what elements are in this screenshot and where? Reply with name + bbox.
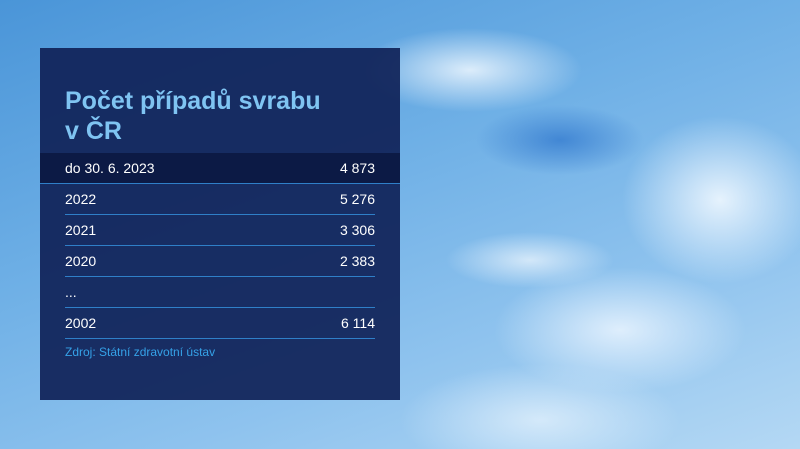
table-row: 2002 6 114 bbox=[65, 308, 375, 339]
table-row: do 30. 6. 2023 4 873 bbox=[40, 153, 400, 184]
row-value: 3 306 bbox=[339, 222, 375, 238]
row-value: 5 276 bbox=[339, 191, 375, 207]
row-label: 2002 bbox=[65, 315, 97, 331]
info-panel: Počet případů svrabu v ČR do 30. 6. 2023… bbox=[40, 48, 400, 400]
row-label: 2021 bbox=[65, 222, 97, 238]
title: Počet případů svrabu v ČR bbox=[65, 87, 321, 145]
table-row: 2020 2 383 bbox=[65, 246, 375, 277]
row-label: 2020 bbox=[65, 253, 97, 269]
row-label: do 30. 6. 2023 bbox=[65, 160, 155, 176]
source: Zdroj: Státní zdravotní ústav bbox=[65, 345, 216, 359]
row-value: 4 873 bbox=[339, 160, 375, 176]
row-value: 2 383 bbox=[339, 253, 375, 269]
table-row: 2021 3 306 bbox=[65, 215, 375, 246]
row-value: 6 114 bbox=[341, 315, 375, 331]
table-row: 2022 5 276 bbox=[65, 184, 375, 215]
table: do 30. 6. 2023 4 873 2022 5 276 2021 3 306 202… bbox=[40, 153, 400, 339]
row-label: 2022 bbox=[65, 191, 97, 207]
table-row: ... bbox=[65, 277, 375, 308]
row-label: ... bbox=[65, 284, 77, 300]
